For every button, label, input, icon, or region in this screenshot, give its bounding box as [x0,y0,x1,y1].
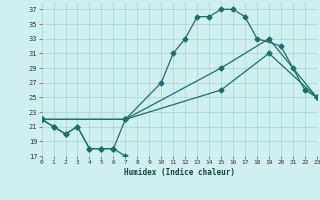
X-axis label: Humidex (Indice chaleur): Humidex (Indice chaleur) [124,168,235,177]
